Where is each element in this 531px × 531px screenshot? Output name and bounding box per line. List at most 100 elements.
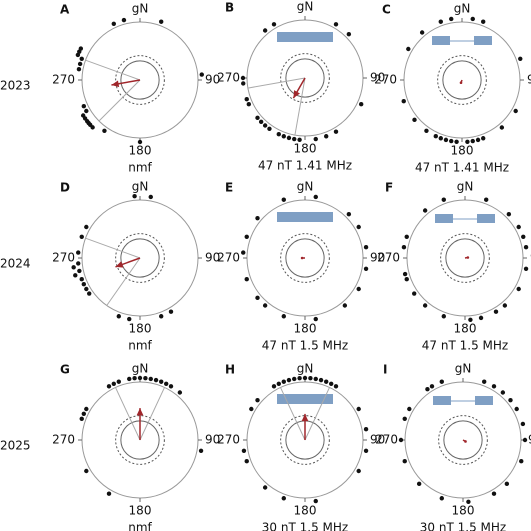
bearing-dot	[79, 234, 84, 239]
mean-vector	[462, 439, 467, 443]
bearing-dot	[513, 108, 518, 114]
bearing-dot	[363, 448, 369, 453]
stimulus-bar	[477, 214, 495, 223]
bearing-dot	[262, 123, 268, 128]
inner-circle	[445, 238, 485, 278]
mean-vector	[292, 77, 306, 99]
direction-label: gN	[132, 362, 149, 376]
bearing-dot	[84, 286, 89, 292]
direction-label: 270	[217, 71, 240, 85]
bearing-dot	[71, 265, 76, 270]
bearing-dot	[493, 309, 499, 314]
circular-plot: CgN 90 180 270 47 nT 1.41 MHz	[374, 2, 531, 175]
stimulus-bar	[277, 32, 333, 42]
bearing-dot	[244, 459, 249, 464]
bearing-dot	[241, 448, 247, 453]
bearing-dot	[470, 138, 475, 144]
bearing-dot	[286, 377, 292, 383]
bearing-dot	[84, 224, 89, 230]
caption: 47 nT 1.41 MHz	[258, 159, 352, 173]
bearing-dot	[358, 102, 364, 107]
bearing-dot	[255, 397, 260, 403]
bearing-dot	[439, 379, 444, 384]
direction-label: gN	[455, 362, 472, 376]
bearing-dot	[454, 139, 459, 144]
bearing-dot	[406, 46, 411, 52]
bearing-dot	[519, 459, 524, 464]
bearing-dot	[404, 277, 409, 282]
confidence-line	[106, 257, 141, 306]
bearing-dot	[346, 31, 352, 37]
direction-label: 90	[528, 433, 531, 447]
bearing-dot	[81, 282, 87, 287]
bearing-dot	[425, 387, 430, 392]
bearing-dot	[132, 376, 137, 381]
direction-label: 90	[370, 433, 385, 447]
direction-label: 180	[451, 144, 474, 158]
bearing-dot	[324, 134, 329, 139]
panel-label: D	[60, 181, 70, 195]
bearing-dot	[79, 277, 84, 282]
direction-label: 90	[370, 71, 385, 85]
confidence-line	[85, 237, 141, 259]
bearing-dot	[143, 376, 148, 381]
bearing-dot	[324, 379, 329, 384]
direction-label: 90	[370, 251, 385, 265]
row-label: 2023	[0, 79, 31, 93]
bearing-dot	[401, 245, 407, 250]
bearing-dot	[168, 309, 174, 314]
mean-vector-head	[111, 80, 120, 88]
row-label: 2025	[0, 439, 31, 453]
panel-label: G	[60, 363, 70, 377]
direction-label: 180	[129, 504, 152, 518]
panel-label: B	[225, 1, 234, 15]
bearing-dot	[102, 128, 107, 133]
inner-circle	[285, 238, 325, 278]
direction-label: 270	[374, 73, 397, 87]
bearing-dot	[246, 102, 252, 107]
bearing-dot	[177, 390, 183, 395]
direction-label: gN	[457, 180, 474, 194]
direction-label: gN	[297, 0, 314, 14]
bearing-dot	[297, 376, 302, 381]
bearing-dot	[516, 224, 521, 230]
bearing-dot	[292, 136, 297, 142]
mean-vector	[115, 257, 141, 268]
bearing-dot	[518, 56, 523, 61]
stimulus-bar	[433, 396, 451, 405]
bearing-dot	[244, 234, 249, 239]
mean-vector-head	[293, 90, 300, 99]
direction-label: 90	[205, 433, 220, 447]
bearing-dot	[402, 271, 408, 277]
bearing-dot	[255, 115, 260, 121]
confidence-line	[98, 79, 141, 122]
bearing-dot	[84, 108, 89, 114]
bearing-dot	[439, 496, 444, 501]
bearing-dot	[106, 384, 112, 389]
confidence-line	[304, 387, 330, 441]
bearing-dot	[520, 421, 526, 427]
bearing-dot	[153, 377, 159, 383]
direction-label: 180	[452, 504, 475, 518]
inner-circle	[285, 58, 325, 98]
bearing-dot	[159, 19, 164, 24]
bearing-dot	[419, 30, 425, 35]
direction-label: gN	[454, 2, 471, 16]
caption: 47 nT 1.5 MHz	[262, 339, 348, 353]
bearing-dot	[502, 303, 508, 308]
circular-plot: A 2023 gN 90 180 270 nmf	[0, 2, 220, 175]
bearing-dot	[313, 316, 318, 322]
bearing-dot	[262, 485, 268, 490]
stimulus-bar	[277, 394, 333, 404]
direction-label: 180	[129, 322, 152, 336]
bearing-dot	[81, 104, 87, 109]
significance-circle	[115, 233, 165, 283]
bearing-dot	[137, 375, 143, 381]
bearing-dot	[424, 128, 429, 133]
bearing-dot	[412, 291, 417, 296]
bearing-dot	[482, 379, 487, 384]
bearing-dot	[407, 406, 412, 412]
significance-circle	[437, 55, 487, 105]
